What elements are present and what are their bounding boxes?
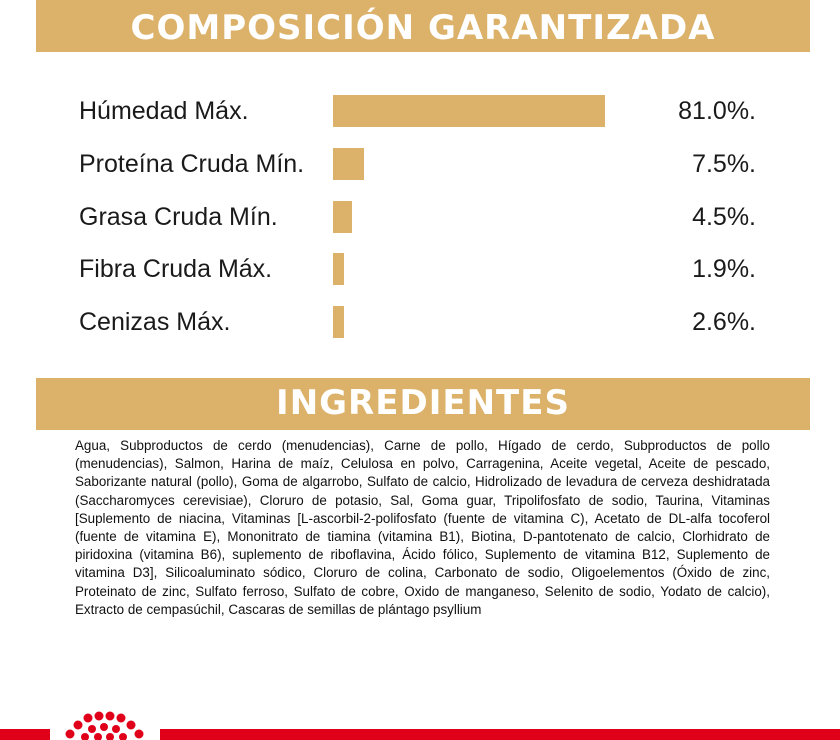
ingredients-text: Agua, Subproductos de cerdo (menudencias…	[75, 438, 770, 617]
composition-row-value: 2.6%.	[692, 308, 756, 336]
composition-row: Cenizas Máx. 2.6%.	[0, 302, 840, 342]
composition-row-bar	[333, 95, 605, 127]
composition-row-bar	[333, 148, 364, 180]
composition-row-label: Cenizas Máx.	[79, 308, 231, 336]
composition-row-bar	[333, 306, 344, 338]
composition-row-label: Proteína Cruda Mín.	[79, 150, 305, 178]
composition-title: COMPOSICIÓN GARANTIZADA	[36, 0, 810, 52]
composition-row: Grasa Cruda Mín. 4.5%.	[0, 197, 840, 237]
composition-row-bar	[333, 253, 344, 285]
composition-row: Húmedad Máx. 81.0%.	[0, 91, 840, 131]
composition-row: Proteína Cruda Mín. 7.5%.	[0, 144, 840, 184]
composition-row-bar	[333, 201, 352, 233]
composition-row-label: Húmedad Máx.	[79, 97, 249, 125]
footer-stripe-left	[0, 729, 50, 740]
composition-row: Fibra Cruda Máx. 1.9%.	[0, 249, 840, 289]
royal-canin-crown-icon	[65, 711, 144, 740]
composition-row-value: 81.0%.	[678, 97, 756, 125]
composition-row-value: 1.9%.	[692, 255, 756, 283]
composition-row-value: 7.5%.	[692, 150, 756, 178]
ingredients-title: INGREDIENTES	[36, 378, 810, 430]
composition-row-label: Grasa Cruda Mín.	[79, 203, 278, 231]
footer-stripe	[160, 729, 840, 740]
composition-row-label: Fibra Cruda Máx.	[79, 255, 273, 283]
composition-row-value: 4.5%.	[692, 203, 756, 231]
